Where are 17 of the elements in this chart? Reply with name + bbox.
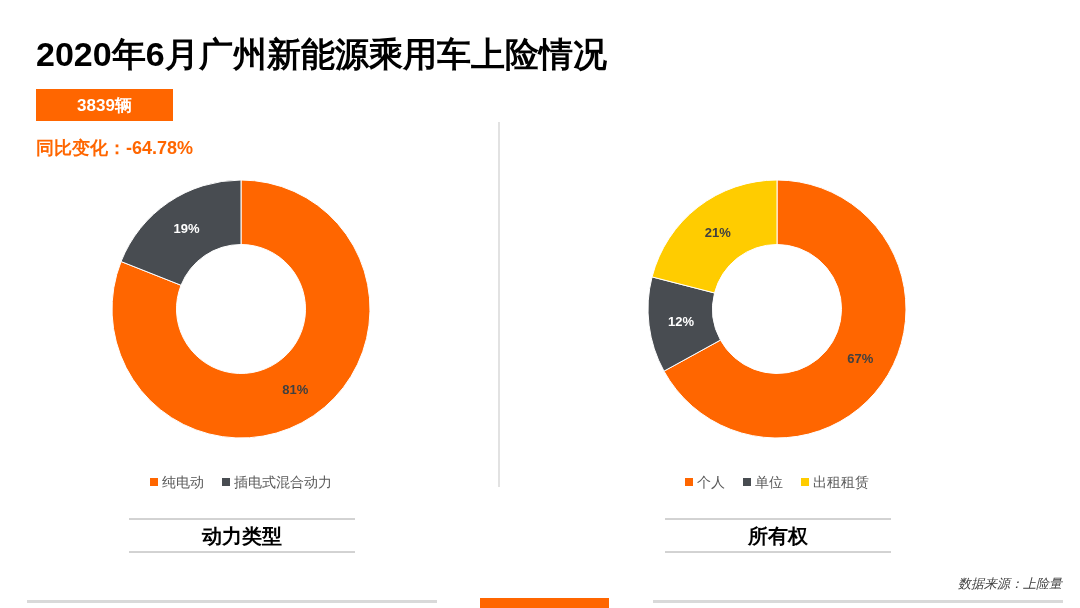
donut-slice bbox=[111, 179, 371, 439]
legend-label: 出租租赁 bbox=[813, 474, 869, 490]
legend-label: 个人 bbox=[697, 474, 725, 490]
text: 动力类型 bbox=[201, 525, 282, 547]
legend-label: 插电式混合动力 bbox=[234, 474, 332, 490]
text: 同比变化：-64.78% bbox=[36, 138, 194, 158]
text: 3839辆 bbox=[77, 95, 132, 115]
data-label: 19% bbox=[173, 221, 201, 237]
data-label: 81% bbox=[282, 381, 309, 397]
data-label: 12% bbox=[668, 313, 695, 329]
data-label: 21% bbox=[704, 225, 732, 241]
chart-title: 2020年6月广州新能源乘用车上险情况 bbox=[36, 35, 608, 73]
text: 所有权 bbox=[747, 525, 809, 547]
legend-label: 纯电动 bbox=[162, 474, 204, 490]
legend-label: 单位 bbox=[755, 474, 783, 490]
data-label: 67% bbox=[847, 350, 874, 366]
source-note: 数据来源：上险量 bbox=[958, 575, 1064, 591]
